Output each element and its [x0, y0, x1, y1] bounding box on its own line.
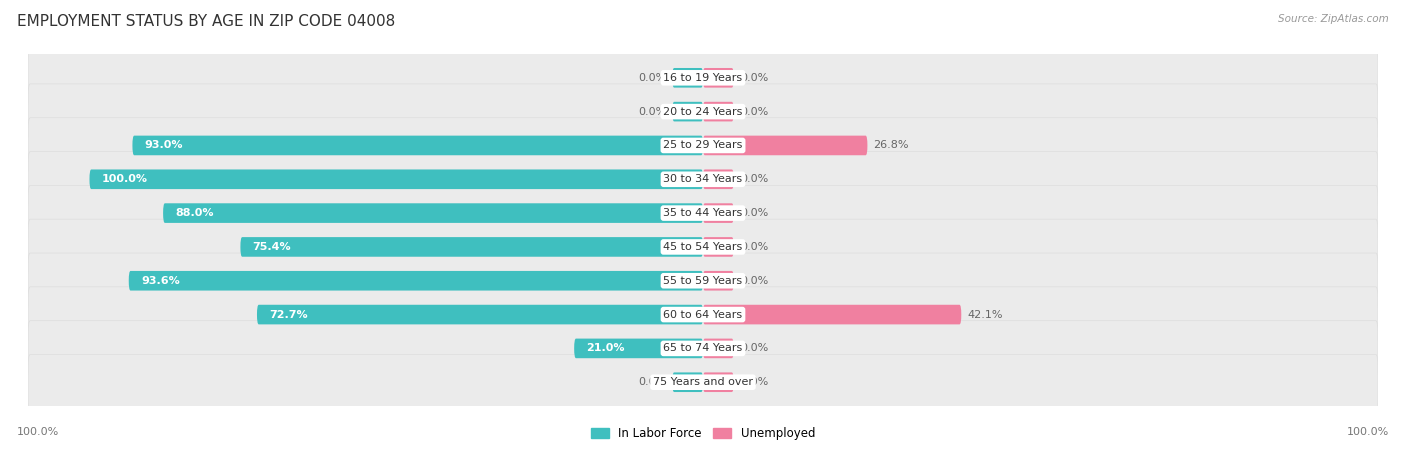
FancyBboxPatch shape: [672, 68, 703, 87]
Text: 0.0%: 0.0%: [740, 174, 768, 184]
FancyBboxPatch shape: [240, 237, 703, 257]
FancyBboxPatch shape: [28, 253, 1378, 308]
Text: 35 to 44 Years: 35 to 44 Years: [664, 208, 742, 218]
FancyBboxPatch shape: [257, 305, 703, 324]
Text: 25 to 29 Years: 25 to 29 Years: [664, 140, 742, 151]
Text: 65 to 74 Years: 65 to 74 Years: [664, 343, 742, 354]
Text: 100.0%: 100.0%: [17, 428, 59, 437]
FancyBboxPatch shape: [163, 203, 703, 223]
FancyBboxPatch shape: [129, 271, 703, 290]
Text: 100.0%: 100.0%: [1347, 428, 1389, 437]
Text: 21.0%: 21.0%: [586, 343, 624, 354]
FancyBboxPatch shape: [132, 136, 703, 155]
Text: 0.0%: 0.0%: [740, 343, 768, 354]
FancyBboxPatch shape: [28, 287, 1378, 342]
FancyBboxPatch shape: [703, 102, 734, 121]
Text: 60 to 64 Years: 60 to 64 Years: [664, 309, 742, 320]
FancyBboxPatch shape: [28, 84, 1378, 139]
Text: 30 to 34 Years: 30 to 34 Years: [664, 174, 742, 184]
FancyBboxPatch shape: [574, 339, 703, 358]
FancyBboxPatch shape: [703, 339, 734, 358]
FancyBboxPatch shape: [28, 185, 1378, 241]
FancyBboxPatch shape: [28, 354, 1378, 410]
FancyBboxPatch shape: [28, 152, 1378, 207]
Text: 0.0%: 0.0%: [638, 73, 666, 83]
FancyBboxPatch shape: [703, 271, 734, 290]
FancyBboxPatch shape: [703, 305, 962, 324]
Text: EMPLOYMENT STATUS BY AGE IN ZIP CODE 04008: EMPLOYMENT STATUS BY AGE IN ZIP CODE 040…: [17, 14, 395, 28]
Legend: In Labor Force, Unemployed: In Labor Force, Unemployed: [586, 423, 820, 445]
Text: 75.4%: 75.4%: [253, 242, 291, 252]
FancyBboxPatch shape: [28, 219, 1378, 275]
Text: 0.0%: 0.0%: [638, 377, 666, 387]
FancyBboxPatch shape: [28, 118, 1378, 173]
Text: 93.6%: 93.6%: [141, 276, 180, 286]
Text: 0.0%: 0.0%: [740, 377, 768, 387]
FancyBboxPatch shape: [28, 50, 1378, 106]
Text: 88.0%: 88.0%: [176, 208, 214, 218]
FancyBboxPatch shape: [672, 373, 703, 392]
Text: 93.0%: 93.0%: [145, 140, 183, 151]
FancyBboxPatch shape: [672, 102, 703, 121]
Text: 0.0%: 0.0%: [740, 73, 768, 83]
FancyBboxPatch shape: [28, 321, 1378, 376]
Text: 42.1%: 42.1%: [967, 309, 1002, 320]
Text: 100.0%: 100.0%: [101, 174, 148, 184]
FancyBboxPatch shape: [703, 68, 734, 87]
Text: 0.0%: 0.0%: [740, 208, 768, 218]
Text: 72.7%: 72.7%: [269, 309, 308, 320]
Text: 16 to 19 Years: 16 to 19 Years: [664, 73, 742, 83]
FancyBboxPatch shape: [703, 136, 868, 155]
Text: 75 Years and over: 75 Years and over: [652, 377, 754, 387]
FancyBboxPatch shape: [703, 373, 734, 392]
Text: 26.8%: 26.8%: [873, 140, 910, 151]
FancyBboxPatch shape: [703, 237, 734, 257]
Text: 55 to 59 Years: 55 to 59 Years: [664, 276, 742, 286]
Text: 45 to 54 Years: 45 to 54 Years: [664, 242, 742, 252]
FancyBboxPatch shape: [90, 170, 703, 189]
Text: 0.0%: 0.0%: [740, 276, 768, 286]
Text: 0.0%: 0.0%: [740, 106, 768, 117]
Text: Source: ZipAtlas.com: Source: ZipAtlas.com: [1278, 14, 1389, 23]
FancyBboxPatch shape: [703, 170, 734, 189]
Text: 0.0%: 0.0%: [638, 106, 666, 117]
Text: 20 to 24 Years: 20 to 24 Years: [664, 106, 742, 117]
Text: 0.0%: 0.0%: [740, 242, 768, 252]
FancyBboxPatch shape: [703, 203, 734, 223]
